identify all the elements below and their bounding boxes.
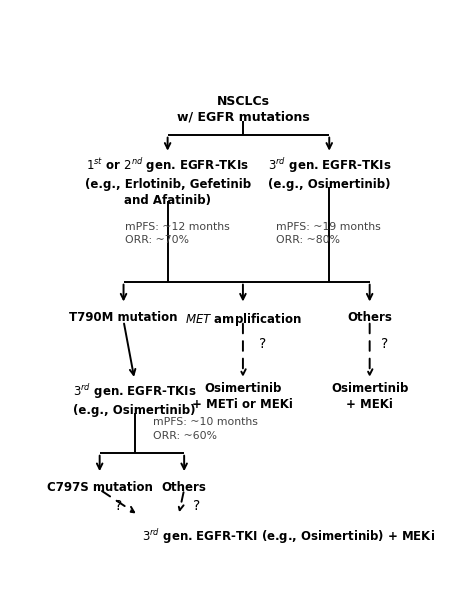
Text: mPFS: ~10 months
ORR: ~60%: mPFS: ~10 months ORR: ~60% [153,417,258,441]
Text: $3^{rd}$ gen. EGFR-TKIs
(e.g., Osimertinib): $3^{rd}$ gen. EGFR-TKIs (e.g., Osimertin… [73,382,196,417]
Text: Others: Others [347,312,392,324]
Text: $3^{rd}$ gen. EGFR-TKI (e.g., Osimertinib) + MEKi: $3^{rd}$ gen. EGFR-TKI (e.g., Osimertini… [142,527,435,546]
Text: ?: ? [192,499,200,513]
Text: Others: Others [162,481,207,494]
Text: Osimertinib
+ METi or MEKi: Osimertinib + METi or MEKi [192,382,293,411]
Text: $\it{MET}$ amplification: $\it{MET}$ amplification [184,312,301,329]
Text: C797S mutation: C797S mutation [47,481,153,494]
Text: ?: ? [259,337,267,351]
Text: $3^{rd}$ gen. EGFR-TKIs
(e.g., Osimertinib): $3^{rd}$ gen. EGFR-TKIs (e.g., Osimertin… [267,156,391,191]
Text: $1^{st}$ or $2^{nd}$ gen. EGFR-TKIs
(e.g., Erlotinib, Gefetinib
and Afatinib): $1^{st}$ or $2^{nd}$ gen. EGFR-TKIs (e.g… [84,156,251,207]
Text: NSCLCs
w/ EGFR mutations: NSCLCs w/ EGFR mutations [176,95,310,124]
Text: Osimertinib
+ MEKi: Osimertinib + MEKi [331,382,408,411]
Text: T790M mutation: T790M mutation [69,312,178,324]
Text: ?: ? [381,337,388,351]
Text: ?: ? [116,499,123,513]
Text: mPFS: ~12 months
ORR: ~70%: mPFS: ~12 months ORR: ~70% [125,222,230,245]
Text: mPFS: ~19 months
ORR: ~80%: mPFS: ~19 months ORR: ~80% [276,222,381,245]
